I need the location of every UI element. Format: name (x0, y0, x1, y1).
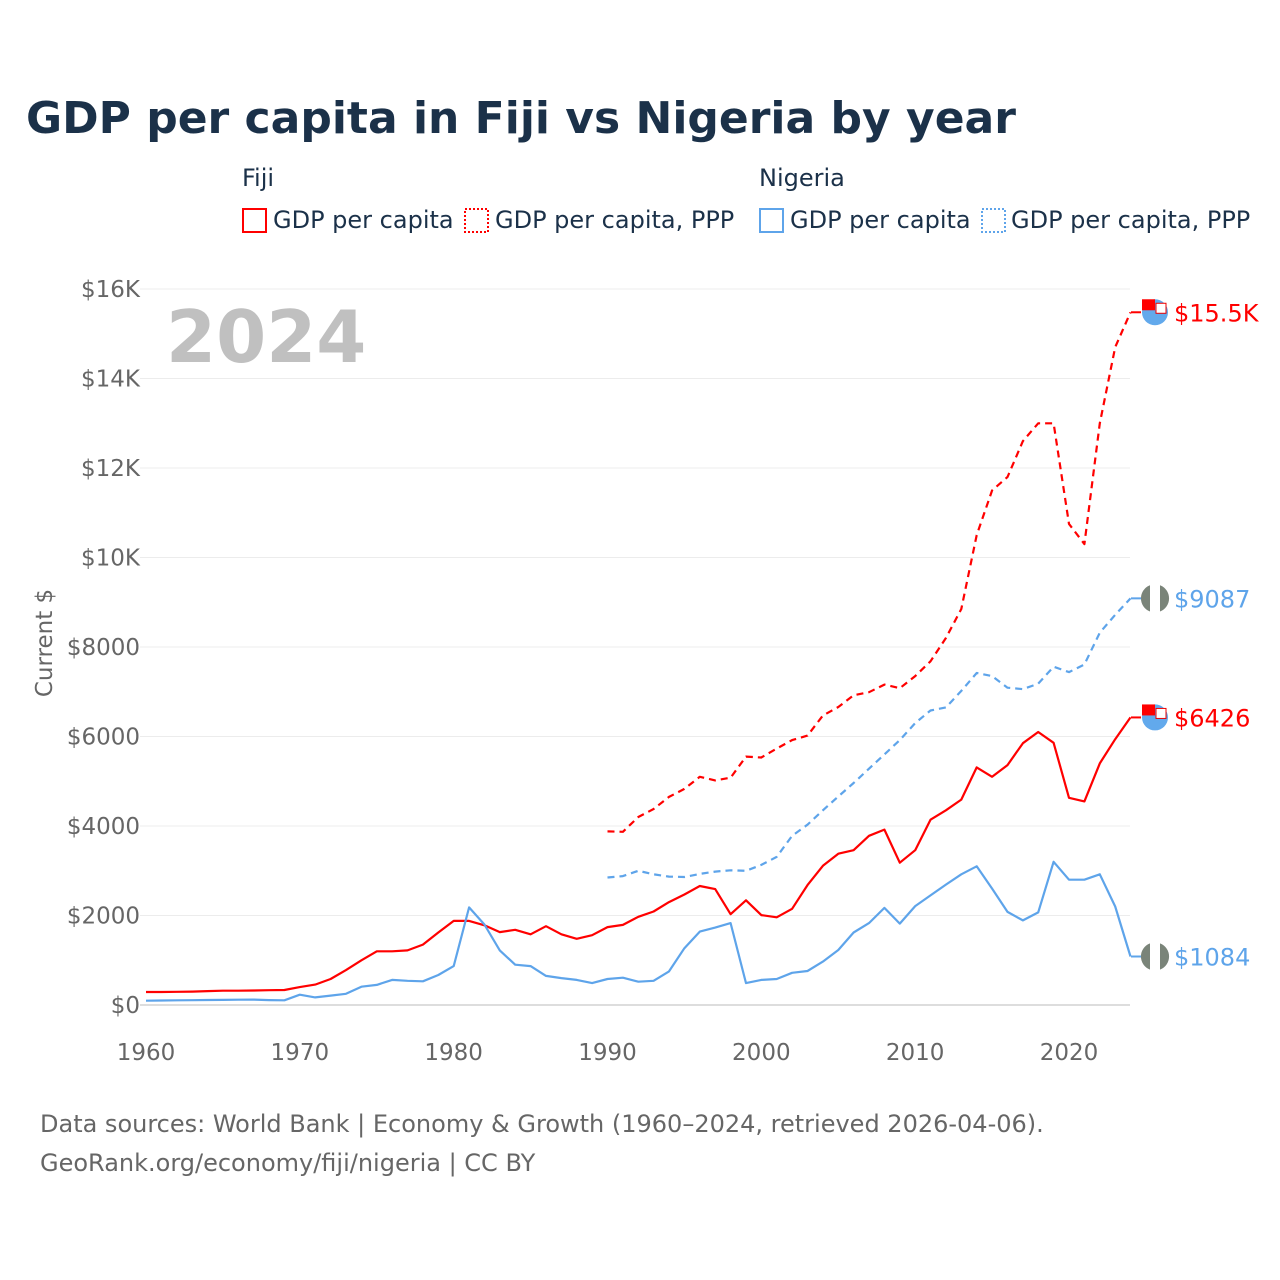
fiji-flag-union-jack (1142, 299, 1155, 311)
series-line-nigeria-gdp-per-capita-ppp (607, 597, 1132, 879)
x-tick-label: 2020 (1040, 1040, 1099, 1066)
end-value-label: $15.5K (1174, 299, 1260, 327)
end-labels: $6426 $15.5K $1084 $9087 (1131, 299, 1260, 971)
end-value-label: $6426 (1174, 704, 1250, 732)
gridlines (140, 288, 1130, 1006)
x-tick-label: 1960 (117, 1040, 176, 1066)
y-tick-label: $8000 (67, 635, 140, 661)
chart-title: GDP per capita in Fiji vs Nigeria by yea… (26, 93, 1016, 144)
y-tick-label: $10K (81, 546, 141, 572)
nigeria-flag-left-band (1140, 585, 1150, 612)
y-tick-label: $0 (111, 993, 140, 1019)
x-tick-label: 1970 (271, 1040, 330, 1066)
y-tick-label: $6000 (67, 725, 140, 751)
legend: Fiji Nigeria GDP per capita GDP per capi… (242, 164, 1250, 234)
x-tick-label: 2000 (732, 1040, 791, 1066)
source-line-1: Data sources: World Bank | Economy & Gro… (40, 1110, 1044, 1138)
series-line-fiji-gdp-per-capita (146, 716, 1132, 994)
legend-group-fiji: Fiji (242, 164, 274, 192)
y-tick-label: $14K (81, 367, 141, 393)
y-tick-label: $2000 (67, 904, 140, 930)
y-tick-label: $4000 (67, 814, 140, 840)
series-lines (145, 311, 1132, 1002)
legend-swatch-nigeria-ppp (981, 208, 1006, 233)
end-value-label: $9087 (1174, 585, 1250, 613)
nigeria-flag-right-band (1160, 943, 1170, 970)
fiji-flag-union-jack (1142, 704, 1155, 716)
series-line-nigeria-gdp-per-capita (145, 860, 1132, 1002)
legend-label-nigeria-ppp[interactable]: GDP per capita, PPP (1011, 206, 1250, 234)
series-line-fiji-gdp-per-capita-ppp (607, 311, 1132, 833)
fiji-flag-shield (1155, 302, 1167, 314)
end-value-label: $1084 (1174, 943, 1250, 971)
source-line-2[interactable]: GeoRank.org/economy/fiji/nigeria | CC BY (40, 1149, 536, 1177)
legend-label-fiji-gdp[interactable]: GDP per capita (273, 206, 454, 234)
x-axis: 1960 1970 1980 1990 2000 2010 2020 (117, 1040, 1099, 1066)
legend-swatch-nigeria-gdp (759, 208, 784, 233)
year-watermark: 2024 (166, 295, 366, 379)
y-tick-label: $12K (81, 456, 141, 482)
nigeria-flag-left-band (1140, 943, 1150, 970)
fiji-flag-shield (1155, 707, 1167, 719)
y-axis: $0 $2000 $4000 $6000 $8000 $10K $12K $14K $16K (67, 277, 141, 1019)
x-tick-label: 2010 (886, 1040, 945, 1066)
x-tick-label: 1980 (424, 1040, 483, 1066)
y-axis-label: Current $ (32, 589, 58, 697)
y-tick-label: $16K (81, 277, 141, 303)
legend-swatch-fiji-gdp (242, 208, 267, 233)
legend-group-nigeria: Nigeria (759, 164, 845, 192)
legend-swatch-fiji-ppp (464, 208, 489, 233)
legend-label-fiji-ppp[interactable]: GDP per capita, PPP (495, 206, 734, 234)
x-tick-label: 1990 (578, 1040, 637, 1066)
nigeria-flag-right-band (1160, 585, 1170, 612)
legend-label-nigeria-gdp[interactable]: GDP per capita (790, 206, 971, 234)
